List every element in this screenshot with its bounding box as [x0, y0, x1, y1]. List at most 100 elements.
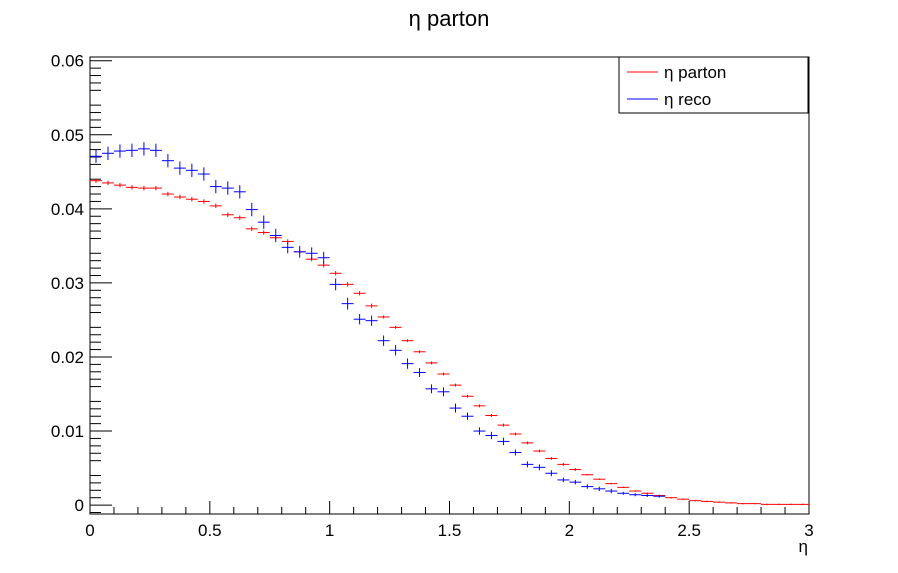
- data-point: [437, 387, 450, 397]
- data-point: [269, 228, 282, 243]
- data-point: [413, 350, 426, 354]
- data-point: [569, 468, 582, 472]
- data-point: [233, 185, 246, 199]
- x-tick-label: 2.5: [677, 521, 701, 540]
- data-point: [365, 315, 378, 326]
- data-point: [113, 144, 126, 158]
- data-point: [449, 383, 462, 387]
- data-point: [90, 178, 102, 183]
- data-point: [557, 462, 570, 466]
- data-point: [617, 486, 630, 489]
- data-point: [209, 179, 222, 194]
- y-tick-label: 0.04: [51, 200, 84, 219]
- data-point: [197, 167, 210, 181]
- data-point: [209, 203, 222, 209]
- y-tick-labels: 0 0.01 0.02 0.03 0.04 0.05 0.06: [51, 52, 84, 515]
- data-point: [377, 315, 390, 319]
- data-point: [401, 358, 414, 369]
- legend-box: [618, 56, 809, 114]
- x-tick-label: 1: [325, 521, 334, 540]
- data-point: [593, 486, 606, 492]
- data-point: [101, 146, 114, 160]
- y-tick-label: 0.05: [51, 126, 84, 145]
- data-point: [461, 412, 474, 420]
- data-point: [497, 423, 510, 427]
- data-point: [569, 479, 582, 485]
- data-point: [125, 185, 138, 190]
- data-point: [533, 449, 546, 453]
- data-point: [797, 503, 809, 506]
- data-point: [629, 493, 642, 497]
- data-point: [449, 403, 462, 413]
- data-point: [473, 404, 486, 408]
- data-point: [137, 142, 150, 156]
- data-point: [257, 230, 270, 235]
- data-point: [485, 414, 498, 417]
- data-point: [245, 202, 258, 217]
- data-point: [425, 361, 438, 365]
- y-tick-label: 0.01: [51, 422, 84, 441]
- data-point: [605, 482, 618, 485]
- x-tick-label: 1.5: [438, 521, 462, 540]
- data-point: [701, 500, 714, 503]
- data-point: [689, 499, 702, 502]
- data-point: [521, 461, 534, 468]
- data-point: [641, 494, 654, 497]
- data-point: [725, 502, 738, 504]
- y-tick-label: 0.06: [51, 52, 84, 71]
- data-point: [557, 477, 570, 483]
- data-point: [665, 496, 678, 499]
- data-point: [509, 449, 522, 456]
- data-point: [377, 335, 390, 346]
- y-tick-label: 0.03: [51, 274, 84, 293]
- data-point: [773, 503, 786, 506]
- x-tick-labels: 0 0.5 1 1.5 2 2.5 3: [85, 521, 813, 540]
- data-point: [221, 181, 234, 195]
- legend-label-reco: η reco: [664, 90, 711, 109]
- data-point: [281, 241, 294, 254]
- data-point: [761, 503, 774, 506]
- legend: η parton η reco: [618, 56, 809, 114]
- data-point: [497, 437, 510, 446]
- data-point: [641, 492, 654, 495]
- data-point: [233, 215, 246, 220]
- data-point: [785, 503, 798, 506]
- data-point: [113, 182, 126, 188]
- data-point: [90, 149, 102, 163]
- data-point: [293, 245, 306, 258]
- data-point: [545, 470, 558, 477]
- data-point: [593, 478, 606, 480]
- data-point: [341, 297, 354, 310]
- data-point: [533, 464, 546, 471]
- legend-label-parton: η parton: [664, 63, 726, 82]
- data-point: [161, 154, 174, 168]
- data-point: [617, 491, 630, 495]
- data-point: [749, 502, 762, 505]
- data-point: [173, 194, 186, 200]
- data-point: [329, 271, 342, 276]
- data-point: [677, 498, 690, 500]
- data-point: [341, 282, 354, 287]
- data-point: [653, 494, 666, 498]
- x-tick-label: 0.5: [198, 521, 222, 540]
- data-point: [713, 501, 726, 503]
- data-point: [185, 196, 198, 202]
- data-point: [305, 247, 318, 260]
- data-point: [221, 212, 234, 217]
- data-point: [461, 394, 474, 398]
- data-point: [125, 143, 138, 157]
- data-point: [197, 199, 210, 204]
- data-point: [245, 226, 258, 232]
- data-point: [101, 180, 114, 186]
- data-point: [425, 384, 438, 394]
- series-reco: [90, 142, 666, 498]
- data-point: [161, 191, 174, 197]
- data-point: [473, 427, 486, 435]
- y-tick-label: 0.02: [51, 348, 84, 367]
- data-point: [389, 325, 402, 329]
- data-point: [185, 163, 198, 177]
- data-point: [353, 314, 366, 325]
- x-tick-label: 3: [804, 521, 813, 540]
- data-point: [353, 291, 366, 296]
